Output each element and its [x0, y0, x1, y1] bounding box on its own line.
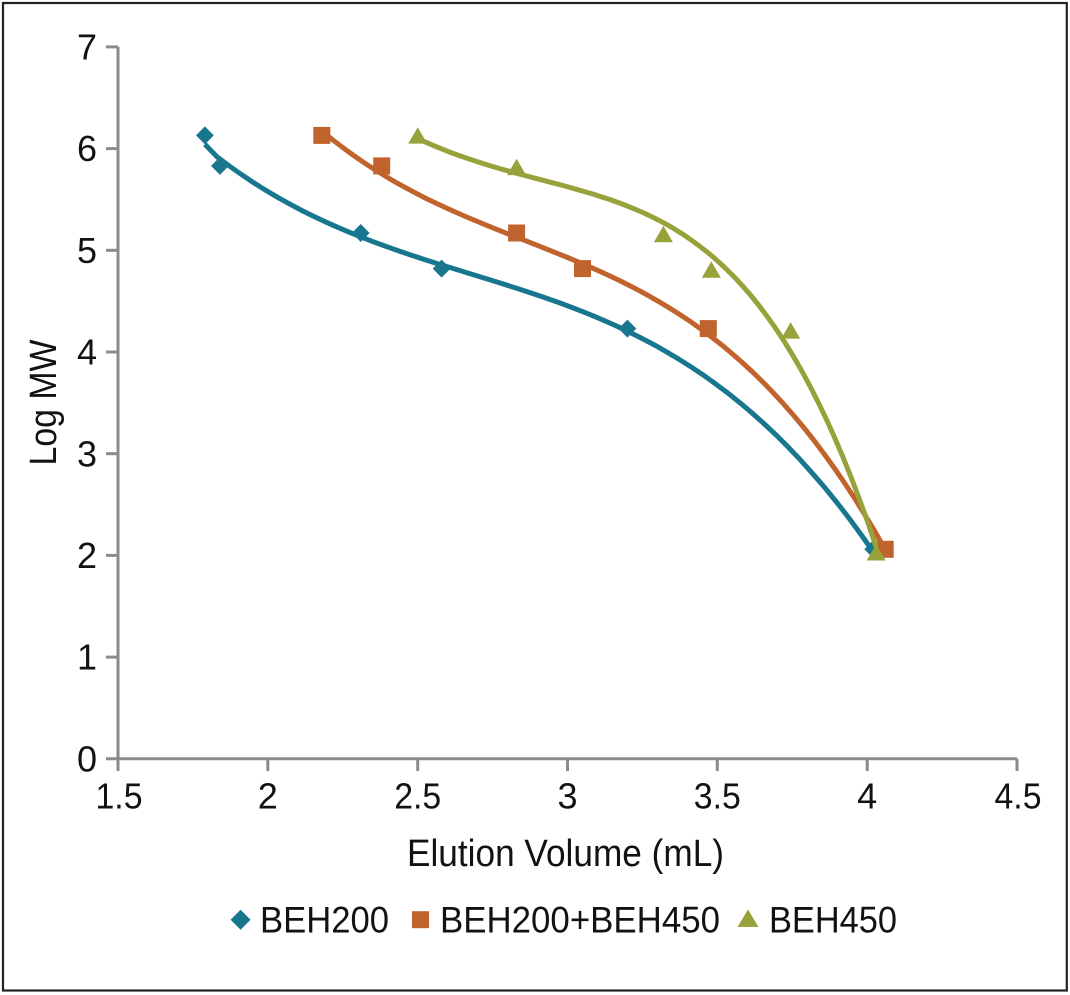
svg-text:3.5: 3.5	[694, 776, 741, 817]
svg-text:2.5: 2.5	[394, 776, 441, 817]
svg-text:BEH200+BEH450: BEH200+BEH450	[440, 900, 720, 941]
svg-text:Elution Volume (mL): Elution Volume (mL)	[407, 833, 724, 875]
svg-text:BEH450: BEH450	[769, 900, 897, 941]
svg-text:6: 6	[77, 128, 97, 169]
svg-text:4: 4	[77, 332, 97, 373]
svg-text:3: 3	[557, 776, 577, 817]
svg-text:BEH200: BEH200	[260, 900, 389, 941]
svg-text:2: 2	[77, 535, 97, 576]
svg-text:Log MW: Log MW	[23, 339, 65, 465]
svg-text:4: 4	[857, 776, 877, 817]
svg-text:7: 7	[77, 27, 97, 68]
svg-text:2: 2	[258, 776, 278, 817]
svg-text:4.5: 4.5	[995, 776, 1042, 817]
svg-text:0: 0	[77, 738, 97, 779]
svg-text:1: 1	[77, 637, 97, 678]
svg-text:3: 3	[77, 433, 97, 474]
svg-text:1.5: 1.5	[96, 776, 143, 817]
svg-text:5: 5	[77, 230, 97, 271]
